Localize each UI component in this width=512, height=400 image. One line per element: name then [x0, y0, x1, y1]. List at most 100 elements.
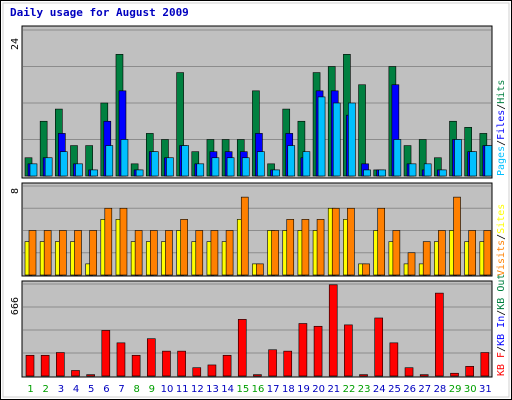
bar-kb-day-14 [222, 354, 232, 377]
x-label-day-27: 27 [418, 384, 431, 395]
x-label-day-14: 14 [221, 384, 234, 395]
x-label-day-10: 10 [161, 384, 174, 395]
bar-sites-day-11 [180, 219, 188, 276]
bar-pages-day-26 [408, 163, 417, 177]
x-label-day-15: 15 [236, 384, 249, 395]
legend-separator: / [496, 140, 507, 146]
bar-kb-day-6 [101, 330, 111, 377]
bar-kb-day-4 [71, 370, 80, 377]
bar-kb-day-30 [465, 366, 474, 377]
bar-kb-day-13 [207, 364, 217, 377]
bar-kb-day-1 [25, 354, 35, 377]
bar-pages-day-16 [257, 151, 265, 177]
bar-pages-day-14 [226, 157, 235, 177]
bar-kb-day-7 [116, 342, 126, 377]
bar-sites-day-25 [392, 230, 401, 276]
x-label-day-7: 7 [118, 384, 124, 395]
bar-pages-day-10 [166, 157, 174, 177]
bar-kb-day-23 [359, 374, 368, 377]
bar-kb-day-22 [344, 324, 353, 377]
bar-pages-day-9 [150, 151, 159, 177]
bar-sites-day-10 [165, 230, 173, 276]
top-max-label: 24 [10, 38, 21, 50]
bar-pages-day-31 [484, 145, 493, 177]
bottom-max-label: 666 [10, 297, 21, 315]
x-axis-labels: 1 2 3 4 5 6 7 8 9 10 11 12 13 14 15 16 17 18 19 20 21 22 23 24 2… [27, 384, 491, 395]
bar-pages-day-29 [454, 139, 462, 177]
bar-sites-day-2 [43, 230, 52, 276]
bar-sites-day-20 [316, 219, 325, 276]
bar-sites-day-17 [271, 230, 279, 276]
legend-kb-out: KB Out [496, 274, 507, 310]
x-label-day-11: 11 [176, 384, 189, 395]
bar-kb-day-28 [435, 292, 444, 377]
legend-kb-f: KB F [496, 352, 507, 376]
bar-pages-day-24 [378, 169, 387, 177]
bar-kb-day-20 [313, 325, 323, 377]
x-label-day-18: 18 [282, 384, 295, 395]
bar-kb-day-26 [404, 367, 414, 377]
x-label-day-24: 24 [373, 384, 386, 395]
bar-kb-day-31 [480, 352, 490, 377]
legend-files: Files [496, 110, 507, 140]
bar-sites-day-21 [331, 207, 340, 276]
x-label-day-6: 6 [103, 384, 109, 395]
bar-hits-day-23 [358, 84, 366, 177]
y-max-labels: 24 8 666 [10, 38, 21, 315]
bar-sites-day-13 [210, 230, 219, 276]
x-label-day-13: 13 [206, 384, 219, 395]
bar-sites-day-16 [256, 263, 264, 276]
x-label-day-4: 4 [73, 384, 79, 395]
bar-sites-day-23 [362, 263, 370, 276]
bar-pages-day-12 [196, 163, 205, 177]
x-label-day-2: 2 [43, 384, 49, 395]
bar-pages-day-23 [363, 169, 371, 177]
bar-kb-day-16 [253, 374, 262, 377]
bar-pages-day-25 [393, 139, 402, 177]
bar-pages-day-15 [241, 157, 250, 177]
bar-sites-day-9 [149, 230, 158, 276]
x-label-day-28: 28 [434, 384, 447, 395]
x-label-day-25: 25 [388, 384, 401, 395]
x-label-day-9: 9 [149, 384, 155, 395]
bar-pages-day-18 [287, 145, 296, 177]
bar-kb-day-2 [40, 354, 50, 377]
bar-pages-day-3 [60, 151, 68, 177]
legend-separator: / [496, 234, 507, 240]
bar-sites-day-14 [225, 230, 234, 276]
x-label-day-21: 21 [327, 384, 340, 395]
middle-max-label: 8 [10, 188, 21, 194]
bar-pages-day-28 [439, 169, 447, 177]
bar-sites-day-15 [240, 196, 249, 276]
bar-sites-day-8 [134, 230, 143, 276]
bar-sites-day-27 [422, 241, 431, 276]
bar-kb-day-8 [131, 354, 141, 377]
legend-separator: / [496, 104, 507, 110]
bar-kb-day-21 [328, 284, 338, 377]
bar-kb-day-19 [298, 323, 308, 377]
legend-group: KB F/KB In/KB Out [496, 274, 507, 376]
bar-sites-day-5 [89, 230, 97, 276]
legend-separator: / [496, 346, 507, 352]
bar-sites-day-31 [483, 230, 492, 276]
bar-sites-day-3 [59, 230, 67, 276]
bar-sites-day-30 [468, 230, 476, 276]
bar-pages-day-5 [90, 169, 98, 177]
panel-bottom-bg [21, 280, 493, 378]
x-label-day-16: 16 [252, 384, 265, 395]
legend-group: Visits/Sites [496, 204, 507, 276]
bar-kb-day-12 [192, 367, 202, 377]
bar-sites-day-7 [119, 207, 128, 276]
x-label-day-19: 19 [297, 384, 310, 395]
bar-kb-day-5 [86, 374, 95, 377]
x-label-day-26: 26 [403, 384, 416, 395]
bar-kb-day-29 [450, 372, 459, 377]
bar-sites-day-6 [104, 207, 113, 276]
bar-kb-day-25 [389, 342, 399, 377]
x-label-day-3: 3 [58, 384, 64, 395]
bar-pages-day-20 [317, 96, 326, 177]
bar-pages-day-21 [332, 102, 341, 177]
bar-kb-day-10 [162, 350, 171, 377]
bar-kb-day-27 [419, 374, 429, 377]
